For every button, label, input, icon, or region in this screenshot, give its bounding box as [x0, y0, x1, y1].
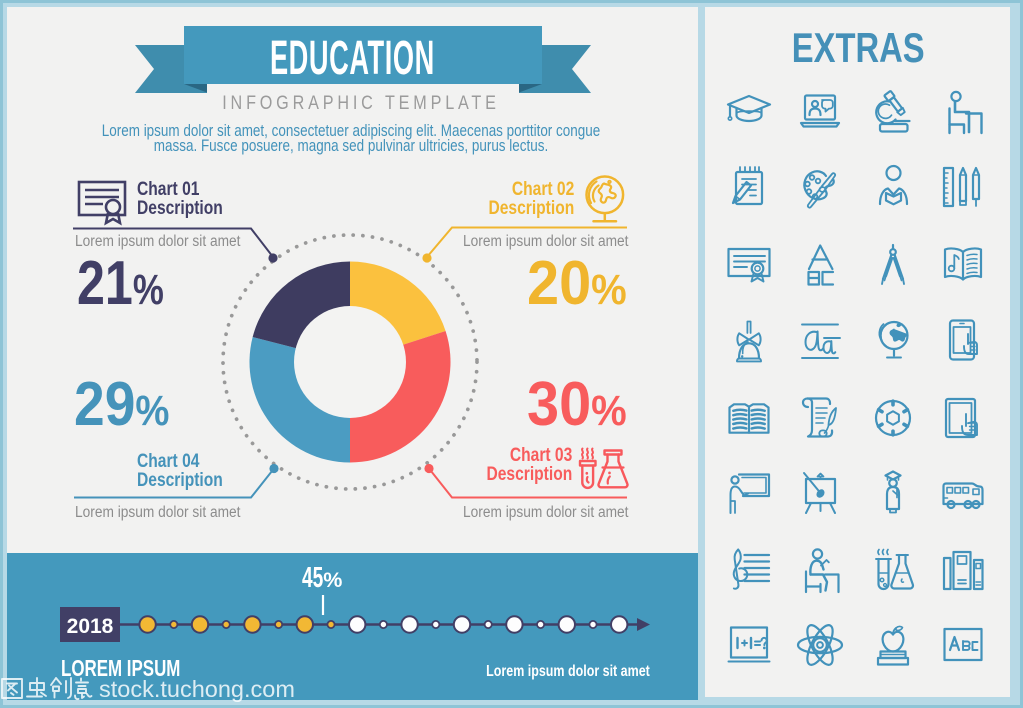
svg-text:2018: 2018	[67, 615, 114, 638]
